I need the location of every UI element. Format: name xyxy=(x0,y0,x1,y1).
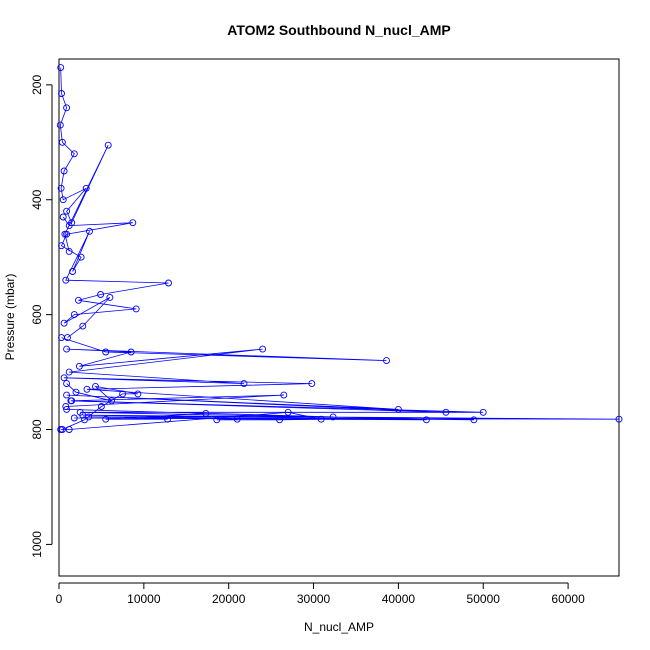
series-line xyxy=(65,394,620,421)
x-tick-label: 40000 xyxy=(382,592,416,606)
data-point xyxy=(240,380,248,388)
data-point xyxy=(470,416,478,424)
data-point xyxy=(164,415,172,423)
data-point xyxy=(72,388,80,396)
data-point xyxy=(65,222,73,230)
data-point xyxy=(58,138,66,146)
data-point xyxy=(60,374,68,382)
data-point xyxy=(83,385,91,393)
data-point xyxy=(106,293,114,301)
data-point xyxy=(79,322,87,330)
data-point xyxy=(134,390,142,398)
y-tick-label: 1000 xyxy=(30,531,44,558)
data-point xyxy=(58,334,65,342)
x-tick-label: 30000 xyxy=(297,592,331,606)
data-point xyxy=(165,279,172,287)
data-point xyxy=(70,311,78,319)
y-axis: 200 400 600 800 1000 xyxy=(30,75,53,558)
data-point xyxy=(63,391,71,399)
data-point xyxy=(56,121,64,129)
data-point xyxy=(97,291,105,298)
data-point xyxy=(58,90,65,97)
data-point xyxy=(68,397,76,405)
data-point xyxy=(284,408,292,416)
data-point xyxy=(92,382,99,390)
x-axis-label: N_nucl_AMP xyxy=(304,620,374,634)
data-point xyxy=(308,380,316,388)
data-point xyxy=(615,415,623,423)
series-line xyxy=(60,216,169,338)
data-point xyxy=(60,167,68,175)
data-point xyxy=(233,415,241,423)
data-point xyxy=(383,357,390,365)
data-point xyxy=(70,150,78,158)
plot-area xyxy=(56,64,623,433)
data-point xyxy=(104,141,112,149)
data-point xyxy=(132,305,140,313)
data-point xyxy=(63,230,71,238)
x-tick-label: 10000 xyxy=(127,592,161,606)
data-point xyxy=(65,426,73,433)
x-tick-label: 60000 xyxy=(551,592,585,606)
data-point xyxy=(62,276,70,284)
data-point xyxy=(77,253,85,261)
data-point xyxy=(75,296,82,304)
data-point xyxy=(57,64,65,72)
series-line xyxy=(60,383,322,430)
data-point xyxy=(63,345,71,353)
data-point xyxy=(276,416,284,424)
data-point xyxy=(119,390,127,398)
data-point xyxy=(65,247,73,255)
data-point xyxy=(81,416,88,424)
data-point xyxy=(108,397,116,405)
data-point xyxy=(69,268,77,275)
data-point xyxy=(127,348,135,356)
data-point xyxy=(60,319,68,327)
y-axis-label: Pressure (mbar) xyxy=(3,274,17,361)
data-point xyxy=(63,405,71,413)
series-line xyxy=(59,67,109,252)
data-point xyxy=(97,403,105,410)
data-point xyxy=(102,415,110,423)
data-point xyxy=(86,227,93,235)
data-point xyxy=(129,219,137,227)
data-point xyxy=(58,426,66,433)
data-point xyxy=(63,207,71,215)
y-tick-label: 600 xyxy=(30,304,44,324)
data-point xyxy=(63,380,71,388)
data-point xyxy=(329,413,337,421)
x-tick-label: 20000 xyxy=(212,592,246,606)
data-point xyxy=(317,415,325,423)
data-point xyxy=(259,345,267,353)
data-point xyxy=(70,414,78,422)
x-tick-label: 0 xyxy=(56,592,63,606)
x-tick-label: 50000 xyxy=(467,592,501,606)
data-point xyxy=(62,403,70,410)
data-point xyxy=(59,196,67,204)
chart-title: ATOM2 Southbound N_nucl_AMP xyxy=(227,22,450,38)
data-point xyxy=(479,408,487,416)
data-point xyxy=(202,409,210,417)
data-point xyxy=(59,213,67,221)
y-tick-label: 800 xyxy=(30,419,44,439)
data-point xyxy=(75,362,83,370)
data-point xyxy=(58,242,65,250)
y-tick-label: 400 xyxy=(30,189,44,209)
data-point xyxy=(63,104,71,112)
data-point xyxy=(82,184,90,192)
series-line xyxy=(61,337,446,413)
data-point xyxy=(280,391,288,399)
data-point xyxy=(57,184,65,192)
data-point xyxy=(65,368,73,376)
y-tick-label: 200 xyxy=(30,75,44,95)
plot-frame xyxy=(58,58,620,577)
data-point xyxy=(422,416,430,424)
data-point xyxy=(213,416,221,424)
data-point xyxy=(102,348,110,356)
x-axis: 0 10000 20000 30000 40000 50000 60000 xyxy=(56,582,585,606)
